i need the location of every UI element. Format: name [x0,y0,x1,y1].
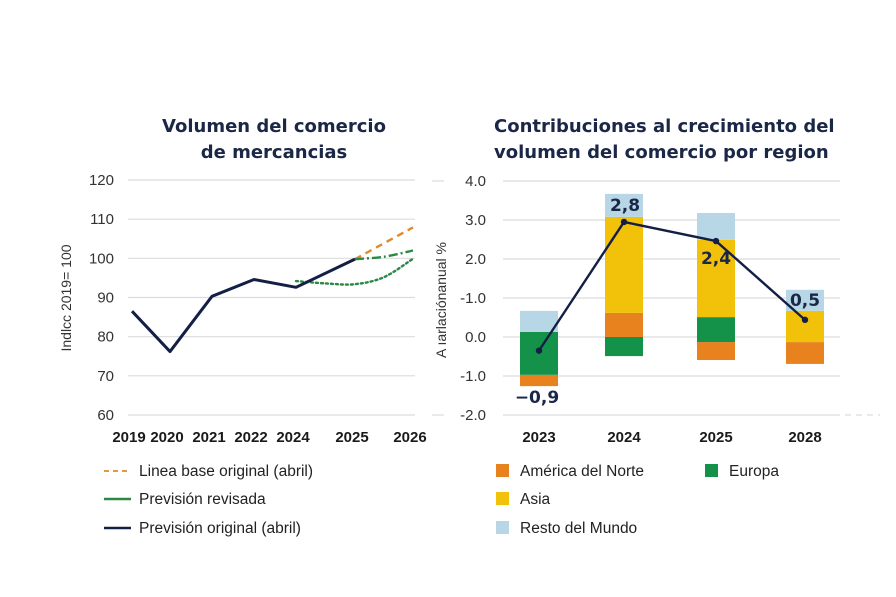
right-data-labels: −0,9 2,8 2,4 0,5 [515,196,820,408]
left-x-tick-label: 2021 [192,429,225,446]
left-x-tick-label: 2026 [393,429,426,446]
right-x-tick-label: 2025 [699,429,732,446]
right-x-tick-label: 2024 [607,429,641,446]
right-chart-title-line1: Contribuciones al crecimiento del [494,116,835,137]
total-growth-point [712,237,720,245]
bar-segment-america-del-norte [520,374,558,387]
right-gridlines [432,180,880,416]
left-series-line-linea-base-original-abril- [354,226,414,261]
total-growth-line [537,220,806,352]
right-x-ticks: 2023 2024 2025 2028 [522,429,821,446]
left-legend-label: Previsión original (abril) [139,520,301,537]
right-chart-title-line2: volumen del comercio por region [494,142,829,163]
bar-segment-america-del-norte [605,312,643,337]
regional-contributions-chart: Contribuciones al crecimiento del volume… [432,116,880,537]
data-label: 0,5 [790,291,820,311]
bar-segment-europa [697,317,735,343]
right-total-line [535,218,809,354]
left-x-tick-label: 2024 [276,429,310,446]
left-x-tick-label: 2020 [150,429,183,446]
right-x-tick-label: 2028 [788,429,821,446]
left-y-tick-label: 90 [97,290,114,307]
right-legend-label: Europa [729,463,779,480]
right-legend-label: Asia [520,491,551,508]
left-series-line-previsi-n-revisada [354,249,414,261]
total-growth-point [801,316,809,324]
right-y-tick-label: -1.0 [460,368,486,385]
left-series-line-previsi-n-revisada-escenario-bajo- [294,257,415,286]
left-y-axis-label: Indlcc 2019= 100 [58,244,74,351]
right-legend-swatch [705,464,718,477]
left-chart-title-line2: de mercancias [201,142,348,163]
left-x-tick-label: 2025 [335,429,368,446]
bar-segment-america-del-norte [697,342,735,361]
right-legend-label: América del Norte [520,463,644,480]
right-legend-swatch [496,521,509,534]
total-growth-point [620,218,628,226]
left-y-tick-label: 100 [89,250,114,267]
right-y-axis-label: A ıarlaciónanual % [433,242,449,358]
left-legend-label: Linea base original (abril) [139,463,313,480]
data-label: 2,8 [610,196,640,216]
left-series-line-previsi-n-original-abril- [130,257,356,354]
left-series-lines [130,226,415,354]
left-chart-title-line1: Volumen del comercio [162,116,386,137]
right-legend: América del Norte Europa Asia Resto del Mun… [496,463,779,537]
right-y-tick-label: 4.0 [465,173,486,190]
left-legend-label: Previsión revisada [139,491,266,508]
bar-segment-america-del-norte [786,342,824,364]
left-x-ticks: 2019 2020 2021 2022 2024 2025 2026 [112,429,426,446]
right-legend-label: Resto del Mundo [520,520,637,537]
bar-segment-resto-del-mundo [520,310,558,332]
right-legend-swatch [496,464,509,477]
bar-segment-asia [786,310,824,343]
trade-volume-chart: Volumen del comercio de mercancias 120 11… [58,116,427,537]
total-growth-point [535,347,543,354]
right-y-tick-label: 2.0 [465,251,486,268]
bar-segment-asia [605,216,643,313]
left-x-tick-label: 2022 [234,429,267,446]
right-x-tick-label: 2023 [522,429,555,446]
left-y-tick-label: 70 [97,368,114,385]
bar-segment-resto-del-mundo [605,193,643,217]
left-x-tick-label: 2019 [112,429,145,446]
left-y-tick-label: 110 [90,211,114,228]
right-y-ticks: 4.0 3.0 2.0 -1.0 0.0 -1.0 -2.0 [460,173,486,424]
bar-segment-resto-del-mundo [786,289,824,311]
left-y-tick-label: 120 [89,172,114,189]
left-y-ticks: 120 110 100 90 80 70 60 [89,172,114,424]
right-legend-swatch [496,492,509,505]
data-label: −0,9 [515,388,559,408]
data-label: 2,4 [701,249,731,269]
right-y-tick-label: 0.0 [465,329,486,346]
bar-segment-europa [605,337,643,357]
bar-segment-resto-del-mundo [697,212,735,240]
left-y-tick-label: 80 [97,329,114,346]
right-y-tick-label: -2.0 [460,407,486,424]
left-y-tick-label: 60 [97,407,114,424]
right-stacked-bars [520,193,824,387]
left-legend: Linea base original (abril) Previsión rev… [104,463,313,537]
right-y-tick-label: 3.0 [465,212,486,229]
right-y-tick-label: -1.0 [460,290,486,307]
left-gridlines [128,179,415,416]
